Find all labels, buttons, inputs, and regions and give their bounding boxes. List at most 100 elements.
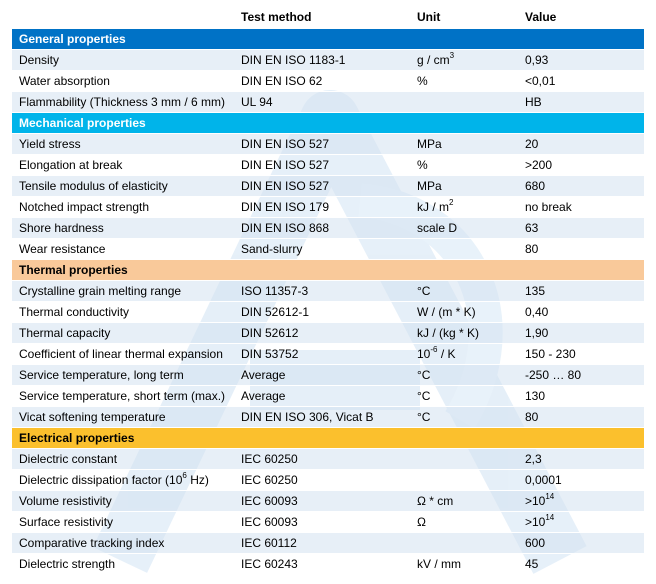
property-name: Tensile modulus of elasticity	[19, 179, 168, 193]
value: no break	[525, 200, 572, 214]
table-row: Surface resistivity IEC 60093 Ω >1014	[12, 512, 644, 533]
unit: °C	[417, 389, 431, 403]
table-row: Tensile modulus of elasticity DIN EN ISO…	[12, 176, 644, 197]
value: 80	[525, 410, 539, 424]
value: 80	[525, 242, 539, 256]
unit: Ω * cm	[417, 494, 454, 508]
test-method: IEC 60112	[241, 536, 297, 550]
property-name: Dielectric strength	[19, 557, 116, 571]
value: 600	[525, 536, 546, 550]
test-method: ISO 11357-3	[241, 284, 309, 298]
test-method: IEC 60093	[241, 494, 298, 508]
test-method: IEC 60093	[241, 515, 298, 529]
property-name: Crystalline grain melting range	[19, 284, 182, 298]
value: 20	[525, 137, 539, 151]
unit: °C	[417, 410, 431, 424]
header-unit: Unit	[417, 10, 441, 24]
test-method: IEC 60243	[241, 557, 298, 571]
table-row: Service temperature, long term Average °…	[12, 365, 644, 386]
table-row: Coefficient of linear thermal expansion …	[12, 344, 644, 365]
table-row: Service temperature, short term (max.) A…	[12, 386, 644, 407]
unit: g / cm3	[417, 51, 455, 68]
test-method: DIN EN ISO 62	[241, 74, 323, 88]
test-method: IEC 60250	[241, 473, 298, 487]
section-general: General properties	[12, 29, 644, 50]
unit: Ω	[417, 515, 426, 529]
test-method: IEC 60250	[241, 452, 298, 466]
unit: MPa	[417, 179, 442, 193]
unit: %	[417, 74, 428, 88]
test-method: DIN 52612-1	[241, 305, 310, 319]
value: >200	[525, 158, 553, 172]
property-name: Elongation at break	[19, 158, 123, 172]
value: 130	[525, 389, 546, 403]
property-name: Thermal capacity	[19, 326, 111, 340]
unit: MPa	[417, 137, 442, 151]
properties-table: Test method Unit Value General propertie…	[12, 8, 644, 575]
property-name: Coefficient of linear thermal expansion	[19, 347, 223, 361]
property-name: Yield stress	[19, 137, 81, 151]
value: 680	[525, 179, 546, 193]
property-name: Service temperature, long term	[19, 368, 184, 382]
value: 0,93	[525, 53, 549, 67]
unit: scale D	[417, 221, 458, 235]
property-name: Comparative tracking index	[19, 536, 165, 550]
value: >1014	[525, 492, 555, 509]
table-row: Shore hardness DIN EN ISO 868 scale D 63	[12, 218, 644, 239]
property-name: Service temperature, short term (max.)	[19, 389, 226, 403]
test-method: DIN EN ISO 527	[241, 158, 330, 172]
test-method: DIN EN ISO 306, Vicat B	[241, 410, 374, 424]
test-method: DIN EN ISO 527	[241, 137, 330, 151]
section-mechanical: Mechanical properties	[12, 113, 644, 134]
table-row: Thermal capacity DIN 52612 kJ / (kg * K)…	[12, 323, 644, 344]
property-name: Notched impact strength	[19, 200, 150, 214]
value: 0,40	[525, 305, 549, 319]
table-row: Wear resistance Sand-slurry 80	[12, 239, 644, 260]
test-method: DIN EN ISO 179	[241, 200, 330, 214]
property-name: Density	[19, 53, 60, 67]
header-test-method: Test method	[241, 10, 312, 24]
table-row: Water absorption DIN EN ISO 62 % <0,01	[12, 71, 644, 92]
unit: °C	[417, 368, 431, 382]
unit: 10-6 / K	[417, 345, 456, 362]
value: 1,90	[525, 326, 549, 340]
property-name: Thermal conductivity	[19, 305, 130, 319]
unit: W / (m * K)	[417, 305, 476, 319]
test-method: DIN EN ISO 868	[241, 221, 330, 235]
section-electrical: Electrical properties	[12, 428, 644, 449]
value: 0,0001	[525, 473, 562, 487]
value: HB	[525, 95, 542, 109]
test-method: Sand-slurry	[241, 242, 303, 256]
unit: %	[417, 158, 428, 172]
property-name: Volume resistivity	[19, 494, 112, 508]
property-name: Vicat softening temperature	[19, 410, 166, 424]
test-method: Average	[241, 389, 286, 403]
value: 135	[525, 284, 546, 298]
unit: kJ / m2	[417, 198, 454, 215]
value: 45	[525, 557, 539, 571]
value: 150 - 230	[525, 347, 576, 361]
property-name: Dielectric constant	[19, 452, 118, 466]
property-name: Surface resistivity	[19, 515, 114, 529]
table-row: Dielectric constant IEC 60250 2,3	[12, 449, 644, 470]
value: -250 … 80	[525, 368, 582, 382]
test-method: Average	[241, 368, 286, 382]
unit: kJ / (kg * K)	[417, 326, 480, 340]
test-method: DIN EN ISO 1183-1	[241, 53, 346, 67]
header-value: Value	[525, 10, 557, 24]
table-row: Notched impact strength DIN EN ISO 179 k…	[12, 197, 644, 218]
property-name: Dielectric dissipation factor (106 Hz)	[19, 471, 209, 488]
table-row: Density DIN EN ISO 1183-1 g / cm3 0,93	[12, 50, 644, 71]
table-header: Test method Unit Value	[12, 8, 644, 29]
test-method: DIN EN ISO 527	[241, 179, 330, 193]
table-row: Crystalline grain melting range ISO 1135…	[12, 281, 644, 302]
table-row: Flammability (Thickness 3 mm / 6 mm) UL …	[12, 92, 644, 113]
test-method: DIN 53752	[241, 347, 299, 361]
value: 2,3	[525, 452, 542, 466]
table-row: Volume resistivity IEC 60093 Ω * cm >101…	[12, 491, 644, 512]
table-row: Dielectric dissipation factor (106 Hz) I…	[12, 470, 644, 491]
value: <0,01	[525, 74, 556, 88]
unit: °C	[417, 284, 431, 298]
table-row: Dielectric strength IEC 60243 kV / mm 45	[12, 554, 644, 575]
test-method: DIN 52612	[241, 326, 299, 340]
